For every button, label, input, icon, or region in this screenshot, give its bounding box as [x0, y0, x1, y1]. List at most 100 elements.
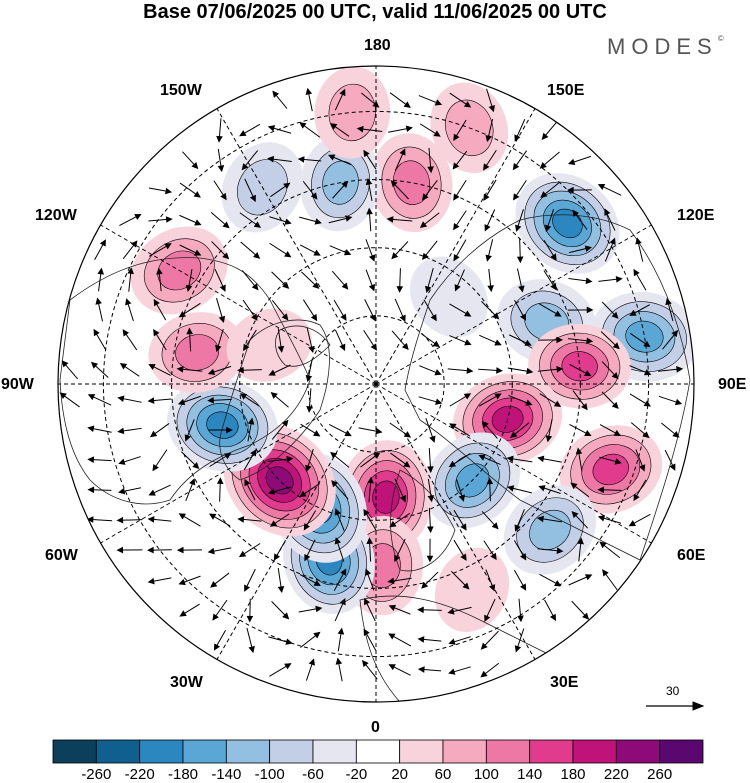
wind-vector	[277, 567, 285, 594]
wind-vector	[211, 241, 230, 260]
wind-vector	[567, 306, 594, 314]
wind-vector	[241, 270, 259, 291]
wind-vector	[570, 482, 590, 498]
wind-vector	[213, 180, 227, 201]
wind-vector	[394, 298, 406, 323]
wind-vector	[426, 538, 434, 563]
wind-vector	[396, 268, 404, 293]
wind-vector	[243, 449, 257, 471]
wind-vector	[331, 480, 349, 500]
wind-vector	[305, 358, 313, 383]
wind-vector	[481, 420, 498, 439]
colorbar-swatch	[485, 739, 531, 764]
wind-vector	[186, 327, 193, 352]
colorbar-tick-label: 220	[604, 766, 629, 783]
wind-vector	[516, 237, 524, 264]
wind-vector	[306, 388, 313, 413]
coastline-eurasia	[404, 214, 691, 561]
wind-vector	[363, 329, 377, 351]
wind-vector	[178, 575, 201, 586]
wind-vector	[363, 508, 377, 531]
wind-vector	[447, 367, 474, 374]
wind-vectors	[59, 87, 684, 682]
wind-vector	[217, 148, 225, 173]
wind-vector	[418, 396, 443, 405]
wind-vector	[366, 537, 373, 562]
wind-vector	[93, 328, 107, 351]
wind-vector	[147, 516, 172, 523]
wind-vector	[306, 327, 315, 354]
wind-vector	[598, 276, 623, 283]
wind-vector	[176, 546, 202, 554]
wind-vector	[246, 627, 255, 654]
wind-vector	[513, 180, 527, 201]
wind-vector	[419, 365, 442, 376]
wind-vector	[449, 303, 472, 317]
wind-vector	[179, 214, 202, 226]
wind-vector	[541, 120, 558, 140]
wind-vector	[483, 150, 497, 171]
wind-vector	[513, 540, 527, 561]
wind-vector	[270, 182, 291, 198]
wind-vector	[237, 366, 262, 374]
meridian-line	[100, 224, 377, 385]
wind-vector	[421, 571, 439, 589]
colorbar-tick-label: -140	[211, 766, 241, 783]
wind-vector	[269, 216, 292, 225]
wind-vector	[419, 212, 440, 228]
colorbar-tick-label: -220	[125, 766, 155, 783]
wind-vector	[417, 606, 442, 614]
wind-vector	[117, 395, 142, 403]
wind-vector	[425, 267, 434, 293]
wind-vector	[148, 484, 171, 496]
wind-vector	[567, 337, 594, 345]
wind-vector	[480, 662, 500, 678]
wind-vector	[420, 333, 440, 348]
wind-vector	[363, 628, 377, 651]
anomaly-contour	[625, 320, 664, 353]
wind-vector	[448, 453, 471, 468]
wind-vector	[453, 210, 467, 231]
colorbar-tick-label: -60	[302, 766, 324, 783]
wind-vector	[299, 216, 322, 225]
wind-vector	[122, 329, 138, 351]
wind-vector	[269, 513, 290, 527]
wind-vector	[427, 147, 434, 174]
wind-vector	[244, 178, 256, 203]
colorbar-swatch	[95, 739, 141, 764]
wind-vector	[485, 569, 496, 592]
wind-vector	[391, 330, 409, 351]
wind-vector	[210, 572, 230, 588]
brand-mark: ©	[717, 34, 724, 43]
wind-vector	[364, 299, 376, 322]
wind-vector	[539, 393, 562, 407]
wind-vector	[305, 87, 313, 112]
wind-vector	[153, 329, 167, 351]
wind-vector	[568, 277, 593, 285]
wind-vector	[427, 448, 434, 474]
wind-vector	[364, 568, 375, 591]
wind-vector	[417, 666, 442, 673]
colorbar-swatch	[529, 739, 574, 764]
wind-vector	[360, 452, 381, 468]
graticule	[58, 66, 694, 702]
wind-vector	[452, 150, 468, 170]
wind-vector	[95, 297, 104, 322]
wind-vector	[240, 241, 261, 259]
colorbar-tick-label: 20	[391, 766, 408, 783]
wind-vector	[94, 239, 106, 261]
wind-vector	[209, 452, 232, 467]
wind-vector	[453, 119, 467, 141]
colorbar-swatch	[659, 739, 704, 764]
wind-vector	[330, 451, 350, 468]
wind-vector	[569, 245, 592, 254]
colorbar-tick-label: -100	[255, 766, 285, 783]
wind-vector	[483, 540, 497, 561]
wind-vector	[537, 547, 564, 554]
wind-vector	[601, 361, 619, 380]
wind-vector	[427, 507, 434, 534]
wind-vector	[303, 510, 317, 531]
wind-vector	[453, 539, 467, 561]
wind-vector	[334, 88, 346, 111]
wind-vector	[485, 239, 494, 262]
